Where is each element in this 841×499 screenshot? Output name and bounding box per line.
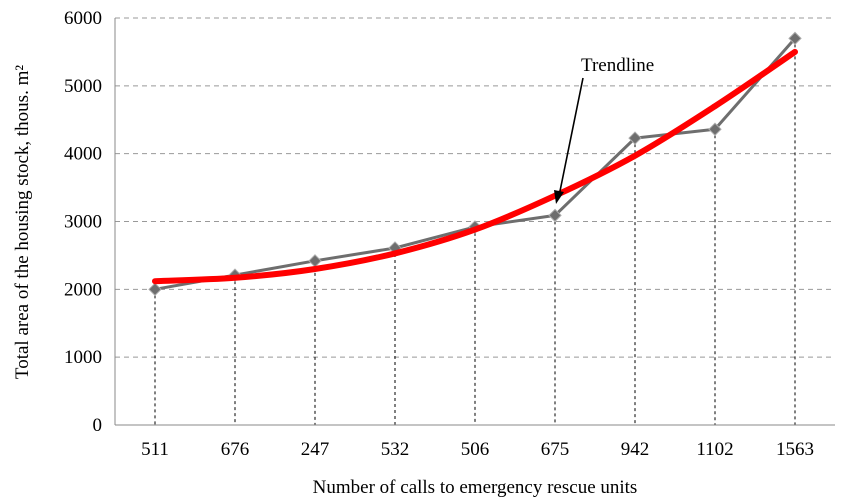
y-tick-label: 3000 [64,212,102,233]
trendline-arrowhead [554,190,564,204]
x-tick-label: 675 [541,439,570,460]
trendline-curve [152,48,798,285]
x-tick-label: 942 [621,439,650,460]
x-tick-labels: 511 676 247 532 506 675 942 1102 1563 [141,439,814,460]
y-tick-label: 1000 [64,347,102,368]
data-point-marker [788,31,802,46]
data-point-marker [548,208,562,223]
x-tick-label: 532 [381,439,410,460]
x-tick-label: 1102 [696,439,733,460]
x-tick-label: 506 [461,439,490,460]
data-point-marker [308,254,322,268]
y-tick-label: 6000 [64,8,102,29]
y-tick-label: 5000 [64,76,102,97]
x-axis-title: Number of calls to emergency rescue unit… [313,477,638,498]
drop-lines [154,38,796,425]
x-tick-label: 1563 [776,439,814,460]
data-point-marker [628,131,642,145]
data-point-marker [148,282,162,297]
x-tick-label: 676 [221,439,250,460]
y-tick-label: 0 [93,415,103,436]
data-markers [148,31,802,297]
y-tick-label: 2000 [64,279,102,300]
y-tick-label: 4000 [64,144,102,165]
x-tick-label: 247 [301,439,330,460]
data-point-marker [708,122,722,136]
trendline-label: Trendline [581,55,654,76]
y-axis-title: Total area of the housing stock, thous. … [12,65,33,379]
trendline-arrow [558,77,584,197]
y-tick-labels: 0 1000 2000 3000 4000 5000 6000 [64,8,102,436]
x-tick-label: 511 [141,439,169,460]
